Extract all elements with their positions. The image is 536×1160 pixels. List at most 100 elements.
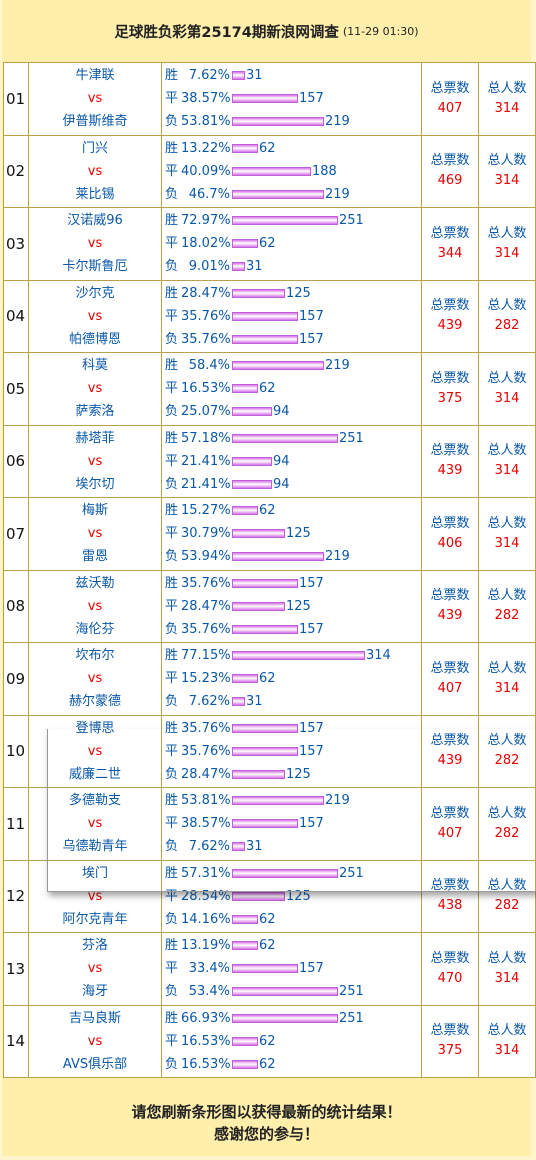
- win-label: 胜: [165, 938, 179, 954]
- win-label: 胜: [165, 430, 179, 446]
- vote-breakdown: 胜 77.15% 314 平 15.23% 62 负 7.62% 31: [161, 642, 422, 716]
- draw-percent: 35.76%: [181, 308, 231, 324]
- lose-percent: 35.76%: [181, 621, 231, 637]
- home-team[interactable]: 多德勒支: [68, 793, 121, 809]
- win-percent: 53.81%: [181, 793, 231, 809]
- match-row: 02 门兴 vs 莱比锡 胜 13.22% 62 平 40.09% 188 负 46.7% 219 总票数…: [3, 134, 536, 208]
- away-team[interactable]: 帕德博恩: [68, 331, 121, 347]
- match-number: 13: [3, 932, 29, 1006]
- draw-label: 平: [165, 163, 179, 179]
- total-people-value: 314: [494, 1043, 520, 1059]
- home-team[interactable]: 梅斯: [81, 503, 108, 519]
- win-percent: 13.22%: [181, 140, 231, 156]
- home-team[interactable]: 登博思: [75, 720, 115, 736]
- win-percent: 15.27%: [181, 503, 231, 519]
- win-count: 219: [325, 358, 350, 374]
- draw-percent: 21.41%: [181, 453, 231, 469]
- vote-breakdown: 胜 15.27% 62 平 30.79% 125 负 53.94% 219: [161, 497, 422, 571]
- total-votes-cell: 总票数 407: [421, 62, 479, 136]
- total-people-label: 总人数: [487, 660, 527, 676]
- survey-header: 足球胜负彩第25174期新浪网调查 (11-29 01:30): [2, 0, 531, 62]
- vote-breakdown: 胜 58.4% 219 平 16.53% 62 负 25.07% 94: [161, 352, 422, 426]
- home-team[interactable]: 赫塔菲: [75, 430, 115, 446]
- draw-label: 平: [165, 91, 179, 107]
- home-team[interactable]: 科莫: [81, 358, 108, 374]
- home-team[interactable]: 兹沃勒: [75, 575, 115, 591]
- win-count: 219: [325, 793, 350, 809]
- home-team[interactable]: 埃门: [81, 865, 108, 881]
- match-teams: 科莫 vs 萨索洛: [28, 352, 162, 426]
- total-people-cell: 总人数 314: [478, 642, 536, 716]
- draw-vote-bar: [232, 674, 258, 684]
- win-percent: 28.47%: [181, 285, 231, 301]
- away-team[interactable]: 埃尔切: [75, 476, 115, 492]
- lose-vote-row: 负 35.76% 157: [165, 328, 421, 351]
- total-votes-cell: 总票数 406: [421, 497, 479, 571]
- total-votes-value: 406: [437, 535, 463, 551]
- draw-vote-row: 平 35.76% 157: [165, 740, 421, 763]
- away-team[interactable]: 海牙: [81, 984, 108, 1000]
- lose-percent: 28.47%: [181, 766, 231, 782]
- draw-label: 平: [165, 888, 179, 904]
- draw-label: 平: [165, 961, 179, 977]
- draw-vote-bar: [232, 1036, 258, 1046]
- total-votes-label: 总票数: [430, 805, 470, 821]
- away-team[interactable]: 海伦芬: [75, 621, 115, 637]
- win-vote-bar: [232, 361, 324, 371]
- home-team[interactable]: 吉马良斯: [68, 1010, 121, 1026]
- home-team[interactable]: 门兴: [81, 140, 108, 156]
- draw-vote-row: 平 16.53% 62: [165, 377, 421, 400]
- lose-vote-row: 负 53.4% 251: [165, 980, 421, 1003]
- total-people-cell: 总人数 282: [478, 859, 536, 933]
- win-label: 胜: [165, 503, 179, 519]
- away-team[interactable]: 莱比锡: [75, 186, 115, 202]
- match-teams: 沙尔克 vs 帕德博恩: [28, 279, 162, 353]
- lose-label: 负: [165, 186, 179, 202]
- lose-percent: 53.94%: [181, 549, 231, 565]
- away-team[interactable]: 阿尔克青年: [62, 911, 128, 927]
- lose-count: 251: [339, 984, 364, 1000]
- home-team[interactable]: 沙尔克: [75, 285, 115, 301]
- lose-percent: 53.4%: [188, 984, 230, 1000]
- lose-label: 负: [165, 476, 179, 492]
- draw-label: 平: [165, 816, 179, 832]
- match-row: 05 科莫 vs 萨索洛 胜 58.4% 219 平 16.53% 62 负 25.07% 94 总票数 3…: [3, 352, 536, 426]
- match-number: 03: [3, 207, 29, 281]
- home-team[interactable]: 牛津联: [75, 68, 115, 84]
- away-team[interactable]: 萨索洛: [75, 404, 115, 420]
- away-team[interactable]: 伊普斯维奇: [62, 114, 128, 130]
- draw-vote-bar: [232, 964, 298, 974]
- win-vote-bar: [232, 1013, 338, 1023]
- total-people-value: 314: [494, 535, 520, 551]
- draw-percent: 18.02%: [181, 236, 231, 252]
- away-team[interactable]: 乌德勒青年: [62, 839, 128, 855]
- vs-label: vs: [87, 816, 103, 832]
- match-teams: 赫塔菲 vs 埃尔切: [28, 424, 162, 498]
- match-row: 08 兹沃勒 vs 海伦芬胜 35.76% 157 平 28.47% 125 负 35.76% 157…: [3, 569, 536, 643]
- home-team[interactable]: 汉诺威96: [67, 213, 123, 229]
- home-team[interactable]: 芬洛: [81, 938, 108, 954]
- total-people-label: 总人数: [487, 153, 527, 169]
- home-team[interactable]: 坎布尔: [75, 648, 115, 664]
- away-team[interactable]: AVS俱乐部: [62, 1056, 128, 1072]
- win-percent: 13.19%: [181, 938, 231, 954]
- away-team[interactable]: 卡尔斯鲁厄: [62, 259, 128, 275]
- lose-vote-row: 负 53.94% 219: [165, 545, 421, 568]
- away-team[interactable]: 赫尔蒙德: [68, 694, 121, 710]
- win-label: 胜: [165, 1010, 179, 1026]
- total-people-label: 总人数: [487, 80, 527, 96]
- win-label: 胜: [165, 793, 179, 809]
- away-team[interactable]: 雷恩: [81, 549, 108, 565]
- vs-label: vs: [87, 163, 103, 179]
- win-vote-row: 胜 7.62% 31: [165, 64, 421, 87]
- match-row: 13 芬洛 vs 海牙 胜 13.19% 62 平 33.4% 157 负 53.4% 251 总票数 47…: [3, 932, 536, 1006]
- lose-count: 31: [246, 259, 263, 275]
- total-votes-cell: 总票数 469: [421, 134, 479, 208]
- draw-percent: 40.09%: [181, 163, 231, 179]
- away-team[interactable]: 威廉二世: [68, 766, 121, 782]
- draw-count: 125: [286, 888, 311, 904]
- win-vote-row: 胜 57.18% 251: [165, 427, 421, 450]
- lose-vote-bar: [232, 334, 298, 344]
- vs-label: vs: [87, 961, 103, 977]
- lose-label: 负: [165, 331, 179, 347]
